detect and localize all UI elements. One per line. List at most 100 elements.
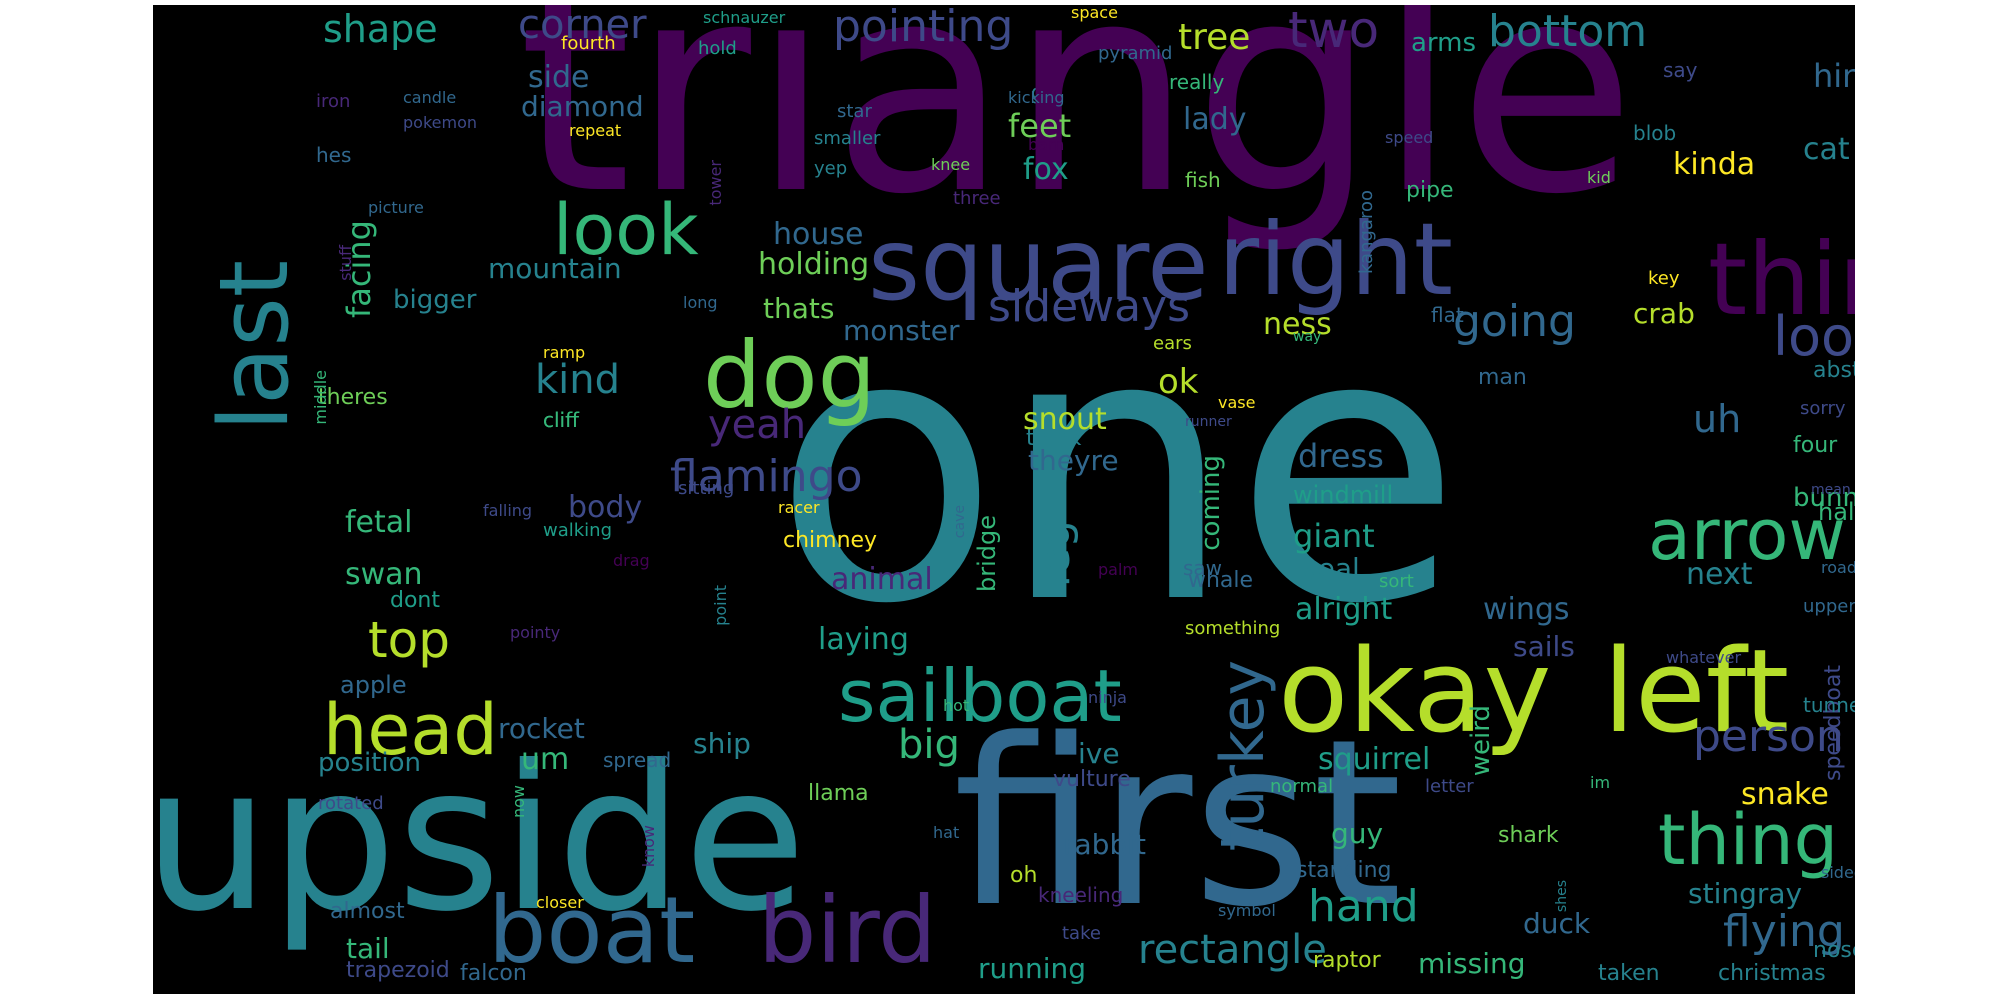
word-speedboat: speedboat xyxy=(1821,665,1846,781)
word-ive: ive xyxy=(1078,737,1120,770)
word-think: think xyxy=(1026,426,1082,451)
word-running: running xyxy=(978,952,1087,985)
word-saw: saw xyxy=(1183,556,1223,580)
word-cliff: cliff xyxy=(543,408,579,432)
word-kangaroo: kangaroo xyxy=(1356,190,1377,275)
word-top: top xyxy=(368,611,450,669)
word-kid: kid xyxy=(1587,168,1611,187)
word-third: third xyxy=(1708,221,1855,338)
word-missing: missing xyxy=(1418,947,1526,980)
word-walking: walking xyxy=(543,520,613,541)
word-bigger: bigger xyxy=(393,285,477,315)
word-boat: boat xyxy=(488,877,696,984)
word-guy: guy xyxy=(1331,817,1384,850)
word-holding: holding xyxy=(758,247,870,282)
word-fourth: fourth xyxy=(561,33,616,54)
word-abstract: abstract xyxy=(1813,358,1855,383)
word-um: um xyxy=(521,742,570,777)
word-four: four xyxy=(1793,433,1838,458)
word-bottom: bottom xyxy=(1488,6,1648,57)
word-cliff: cliff xyxy=(543,408,579,432)
word-smaller: smaller xyxy=(814,128,881,149)
word-spread: spread xyxy=(603,748,672,772)
word-laying: laying xyxy=(818,622,909,657)
word-triangle: triangle xyxy=(518,5,1637,258)
word-head: head xyxy=(323,689,498,771)
word-say: say xyxy=(1663,58,1698,82)
word-whatever: whatever xyxy=(1666,648,1742,667)
word-fox: fox xyxy=(1023,152,1069,187)
word-lady: lady xyxy=(1183,102,1247,137)
word-tree: tree xyxy=(1178,17,1251,58)
word-thats: thats xyxy=(763,292,835,325)
word-left: left xyxy=(1603,625,1790,759)
word-weird: weird xyxy=(1466,705,1496,777)
word-position: position xyxy=(318,748,421,778)
word-wings: wings xyxy=(1483,592,1570,627)
word-picture: picture xyxy=(368,198,424,217)
word-whale: whale xyxy=(1188,568,1254,593)
word-pyramid: pyramid xyxy=(1098,43,1173,64)
word-rabbit: rabbit xyxy=(1063,828,1146,861)
word-last: last xyxy=(200,260,310,432)
word-turkey: turkey xyxy=(1208,660,1278,852)
word-body: body xyxy=(568,490,643,525)
word-fetal: fetal xyxy=(345,505,413,540)
word-feet: feet xyxy=(1008,107,1072,145)
word-ness: ness xyxy=(1263,307,1332,342)
word-alright: alright xyxy=(1295,592,1393,627)
word-nose: nose xyxy=(1813,938,1855,963)
word-sails: sails xyxy=(1513,630,1575,663)
word-road: road xyxy=(1821,558,1855,577)
word-sideways: sideways xyxy=(988,281,1191,332)
word-snake: snake xyxy=(1741,777,1829,812)
word-palm: palm xyxy=(1098,560,1138,579)
word-ears: ears xyxy=(1153,333,1192,354)
word-stuff: stuff xyxy=(336,245,355,281)
word-kneeling: kneeling xyxy=(1038,883,1124,907)
word-shape: shape xyxy=(323,7,438,51)
word-mountain: mountain xyxy=(488,252,622,285)
word-looking: looking xyxy=(1773,305,1855,368)
word-crab: crab xyxy=(1633,297,1695,330)
word-rectangle: rectangle xyxy=(1138,927,1327,973)
word-right: right xyxy=(1218,201,1453,318)
word-hand: hand xyxy=(1308,881,1419,932)
word-pointy: pointy xyxy=(510,623,561,642)
word-barn: barn xyxy=(1028,135,1065,154)
word-point: point xyxy=(711,585,730,626)
word-corner: corner xyxy=(518,5,647,48)
word-letter: letter xyxy=(1425,776,1474,797)
word-first: first xyxy=(953,691,1403,958)
word-look: look xyxy=(553,189,699,271)
word-kinda: kinda xyxy=(1673,147,1756,182)
word-blob: blob xyxy=(1633,121,1677,145)
word-long: long xyxy=(683,293,718,312)
word-oh: oh xyxy=(1010,863,1038,888)
word-kicking: kicking xyxy=(1008,88,1065,107)
word-flying: flying xyxy=(1723,906,1845,957)
word-sitting: sitting xyxy=(678,478,735,499)
word-really: really xyxy=(1169,70,1225,94)
word-vulture: vulture xyxy=(1053,767,1131,792)
word-monster: monster xyxy=(843,314,960,347)
word-bridge: bridge xyxy=(973,515,1001,593)
word-snout: snout xyxy=(1023,402,1107,437)
word-something: something xyxy=(1185,618,1281,639)
word-yeah: yeah xyxy=(708,402,807,448)
word-ship: ship xyxy=(693,727,751,760)
word-christmas: christmas xyxy=(1718,961,1826,986)
word-big: big xyxy=(898,722,960,768)
word-chimney: chimney xyxy=(783,528,878,553)
word-knee: knee xyxy=(931,155,971,174)
word-ramp: ramp xyxy=(543,343,586,362)
word-middle: middle xyxy=(311,370,330,425)
word-pointing: pointing xyxy=(833,5,1014,52)
word-arrow: arrow xyxy=(1648,494,1846,576)
word-bunny: bunny xyxy=(1793,483,1855,513)
word-now: now xyxy=(509,785,528,819)
word-candle: candle xyxy=(403,88,457,107)
word-falcon: falcon xyxy=(460,961,527,986)
word-standing: standing xyxy=(1296,858,1392,883)
